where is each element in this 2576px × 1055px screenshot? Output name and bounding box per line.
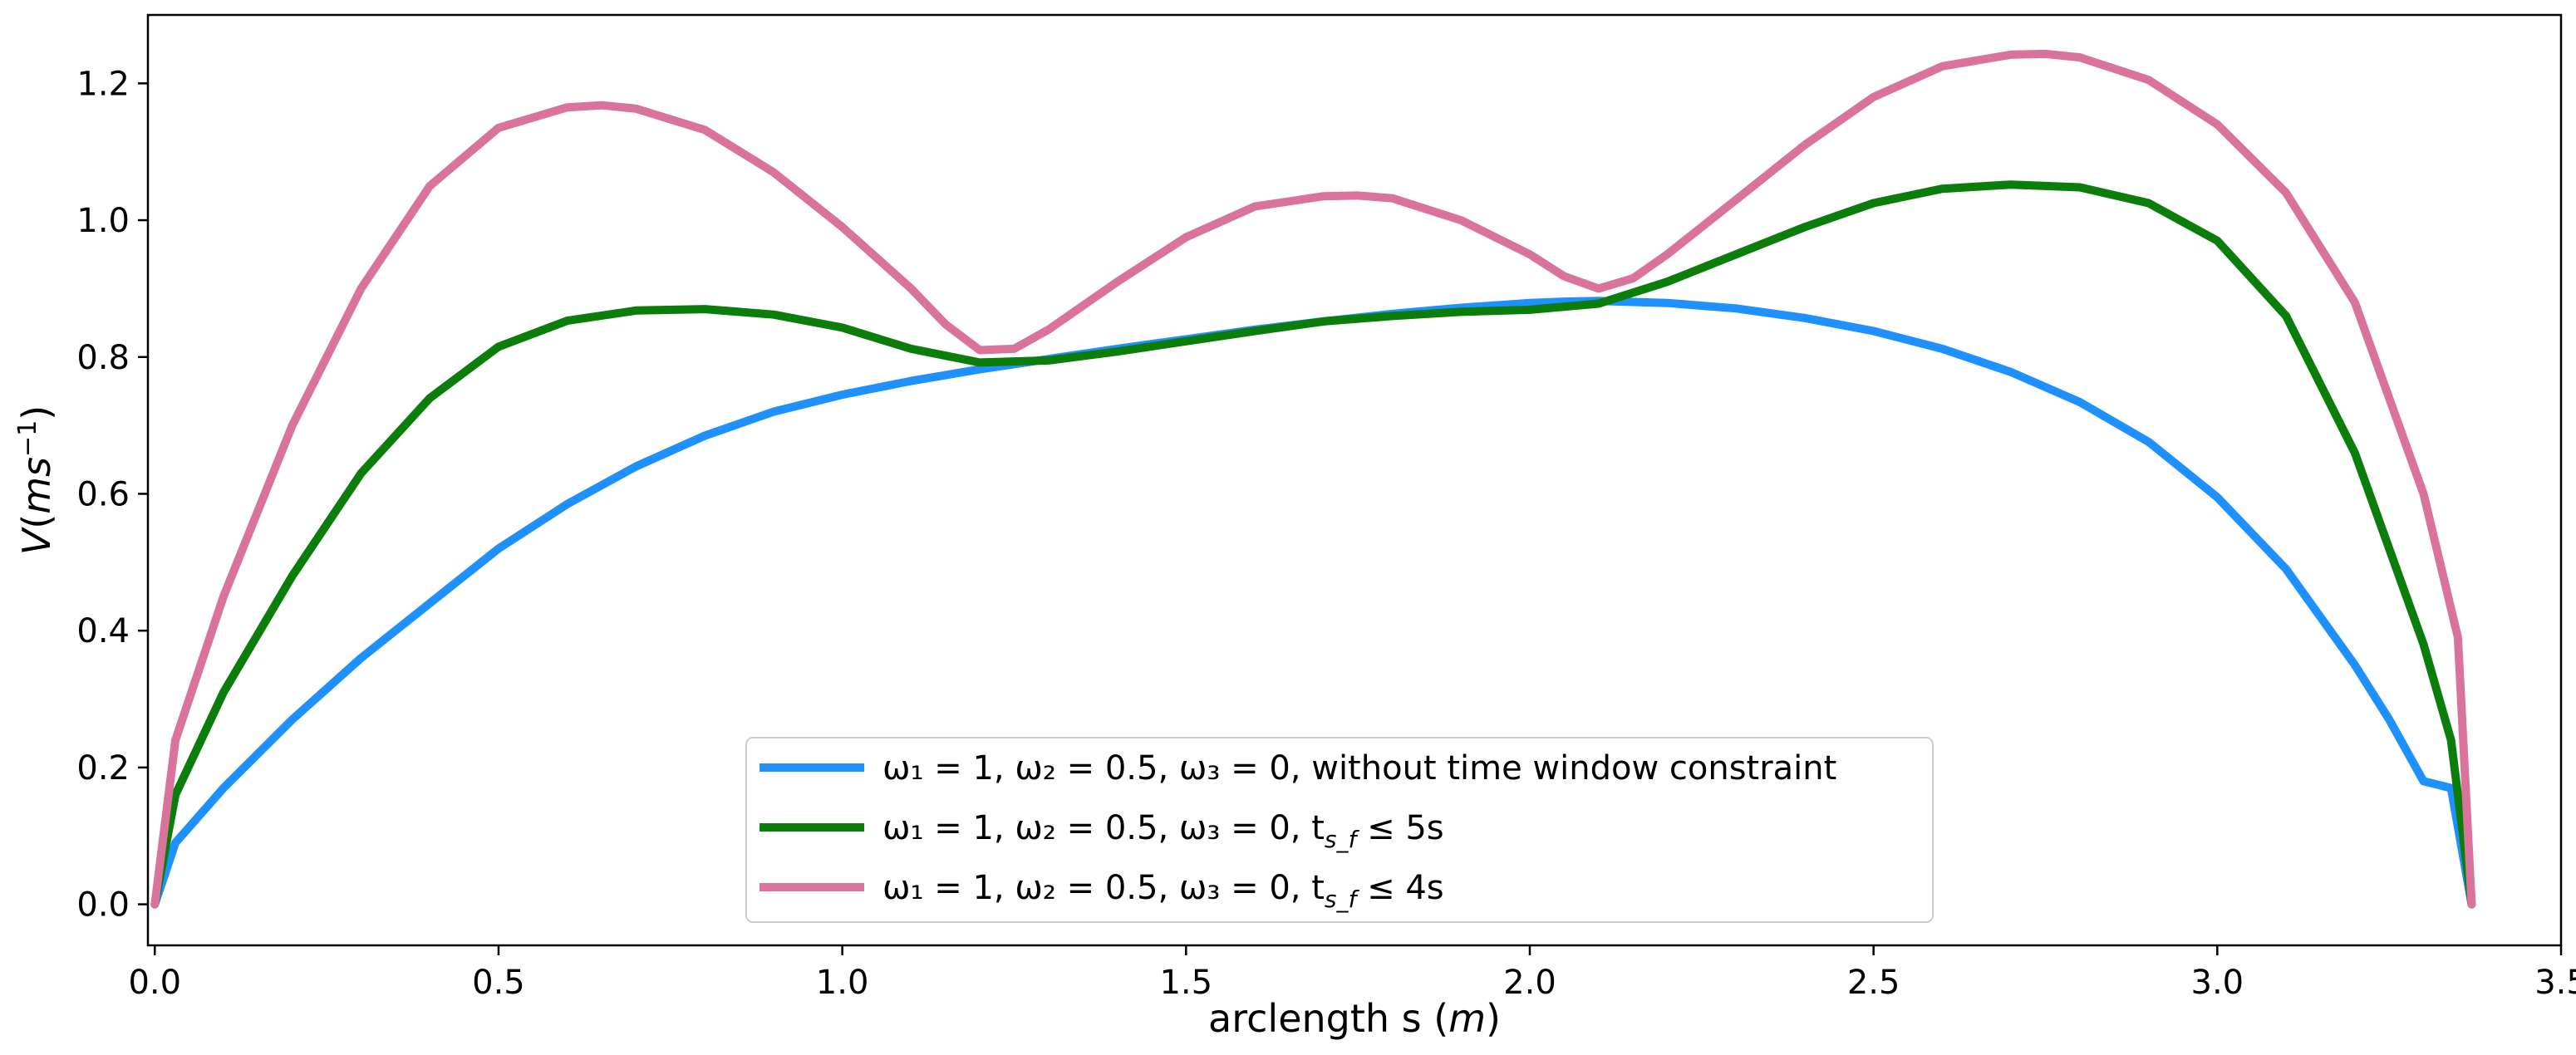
y-tick-label-5: 1.0 bbox=[76, 202, 130, 240]
y-tick-label-4: 0.8 bbox=[76, 339, 130, 377]
legend-label-2: ω₁ = 1, ω₂ = 0.5, ω₃ = 0, ts_f ≤ 5s bbox=[882, 809, 1444, 853]
ticks-layer: 0.0 0.5 1.0 1.5 2.0 2.5 3.0 3.5 0.0 0.2 0.4 0.6 0.8 1… bbox=[76, 65, 2576, 1002]
x-tick-label-0: 0.0 bbox=[128, 964, 181, 1002]
legend: ω₁ = 1, ω₂ = 0.5, ω₃ = 0, without time w… bbox=[745, 737, 1934, 923]
legend-box bbox=[745, 737, 1934, 923]
plot-frame bbox=[146, 13, 2563, 947]
x-tick-label-2: 1.0 bbox=[816, 964, 869, 1002]
x-tick-label-3: 1.5 bbox=[1159, 964, 1212, 1002]
y-tick-label-6: 1.2 bbox=[76, 65, 130, 103]
legend-label-3: ω₁ = 1, ω₂ = 0.5, ω₃ = 0, ts_f ≤ 4s bbox=[882, 869, 1444, 913]
y-tick-label-1: 0.2 bbox=[76, 749, 130, 788]
legend-entries: ω₁ = 1, ω₂ = 0.5, ω₃ = 0, without time w… bbox=[760, 749, 1836, 913]
legend-label-1: ω₁ = 1, ω₂ = 0.5, ω₃ = 0, without time w… bbox=[882, 749, 1836, 788]
y-tick-label-2: 0.4 bbox=[76, 612, 130, 650]
x-tick-label-6: 3.0 bbox=[2191, 964, 2244, 1002]
y-axis-label: V(ms−1) bbox=[13, 405, 60, 555]
y-tick-label-0: 0.0 bbox=[76, 886, 130, 925]
x-axis-label: arclength s (m) bbox=[1208, 996, 1501, 1041]
series-layer bbox=[150, 49, 2476, 909]
series-line-3 bbox=[150, 49, 2476, 909]
x-tick-label-7: 3.5 bbox=[2534, 964, 2576, 1002]
x-tick-label-1: 0.5 bbox=[472, 964, 525, 1002]
x-tick-label-5: 2.5 bbox=[1847, 964, 1900, 1002]
series-line-2 bbox=[150, 180, 2476, 909]
x-tick-label-4: 2.0 bbox=[1503, 964, 1556, 1002]
y-tick-label-3: 0.6 bbox=[76, 475, 130, 513]
